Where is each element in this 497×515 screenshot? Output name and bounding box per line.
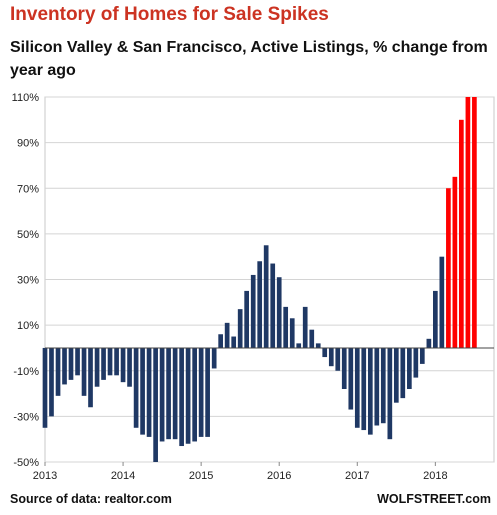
bar-blue	[302, 306, 308, 348]
y-tick-label: 110%	[12, 92, 40, 104]
bar-blue	[426, 338, 432, 348]
bar-blue	[133, 347, 139, 428]
bar-blue	[75, 347, 80, 376]
x-tick-label: 2013	[33, 470, 57, 482]
bar-blue	[107, 347, 113, 376]
bar-blue	[407, 347, 412, 389]
x-tick-label: 2014	[111, 470, 135, 482]
bar-blue	[387, 347, 393, 440]
bar-blue	[263, 245, 269, 348]
bar-red	[459, 119, 464, 348]
bar-blue	[166, 347, 171, 440]
bar-red	[452, 176, 458, 348]
bar-blue	[400, 347, 406, 399]
chart-subtitle: Silicon Valley & San Francisco, Active L…	[10, 39, 488, 79]
y-tick-label: 70%	[17, 183, 39, 195]
bar-blue	[419, 347, 425, 364]
bar-blue	[146, 347, 152, 437]
bar-red	[465, 97, 471, 348]
bar-blue	[361, 347, 367, 431]
y-tick-label: 90%	[17, 138, 39, 150]
bar-blue	[335, 347, 341, 371]
bar-blue	[354, 347, 360, 428]
bar-blue	[42, 347, 48, 428]
bar-blue	[120, 347, 126, 383]
bar-blue	[257, 261, 263, 348]
bar-red	[446, 188, 451, 348]
bar-blue	[270, 263, 276, 348]
bar-blue	[250, 274, 256, 348]
y-tick-label: 30%	[17, 275, 39, 287]
bar-blue	[205, 347, 210, 437]
bar-blue	[413, 347, 419, 378]
y-tick-label: -50%	[13, 457, 39, 469]
bar-blue	[114, 347, 119, 376]
bar-blue	[393, 347, 399, 403]
x-tick-label: 2017	[345, 470, 369, 482]
bar-blue	[62, 347, 67, 385]
bar-blue	[55, 347, 61, 396]
bar-blue	[244, 290, 249, 348]
brand-label: WOLFSTREET.com	[377, 492, 491, 506]
bar-blue	[296, 343, 302, 348]
bar-blue	[185, 347, 191, 444]
bar-blue	[309, 329, 315, 348]
y-tick-label: 50%	[17, 229, 39, 241]
bar-blue	[283, 306, 289, 348]
bar-blue	[237, 309, 243, 348]
x-tick-label: 2018	[423, 470, 447, 482]
bar-blue	[198, 347, 204, 437]
source-note: Source of data: realtor.com	[10, 492, 172, 506]
bar-blue	[433, 290, 438, 348]
bar-blue	[322, 347, 328, 358]
bar-blue	[172, 347, 178, 440]
bar-blue	[68, 347, 74, 380]
bar-blue	[374, 347, 380, 426]
bar-blue	[101, 347, 106, 380]
x-tick-label: 2016	[267, 470, 291, 482]
y-tick-label: -30%	[13, 411, 39, 423]
y-tick-label: 10%	[17, 320, 39, 332]
bar-blue	[153, 347, 158, 462]
bar-blue	[211, 347, 217, 369]
bar-blue	[231, 336, 237, 348]
bar-blue	[88, 347, 93, 408]
bar-blue	[94, 347, 100, 387]
bar-red	[472, 97, 477, 348]
bar-blue	[315, 343, 321, 348]
bar-blue	[49, 347, 54, 417]
bar-blue	[192, 347, 198, 442]
chart-title: Inventory of Homes for Sale Spikes	[10, 4, 329, 25]
bar-blue	[328, 347, 334, 367]
y-tick-label: -10%	[13, 366, 39, 378]
bar-blue	[348, 347, 354, 410]
bar-blue	[380, 347, 386, 424]
bar-blue	[289, 318, 295, 348]
bar-blue	[439, 256, 445, 348]
bar-blue	[81, 347, 87, 396]
bar-blue	[367, 347, 373, 435]
bar-blue	[159, 347, 165, 442]
x-tick-label: 2015	[189, 470, 213, 482]
bar-blue	[179, 347, 184, 447]
bar-blue	[276, 277, 282, 348]
bar-blue	[224, 322, 230, 348]
bar-blue	[341, 347, 347, 389]
bar-blue	[140, 347, 145, 435]
bar-blue	[218, 334, 223, 348]
bar-blue	[127, 347, 132, 387]
